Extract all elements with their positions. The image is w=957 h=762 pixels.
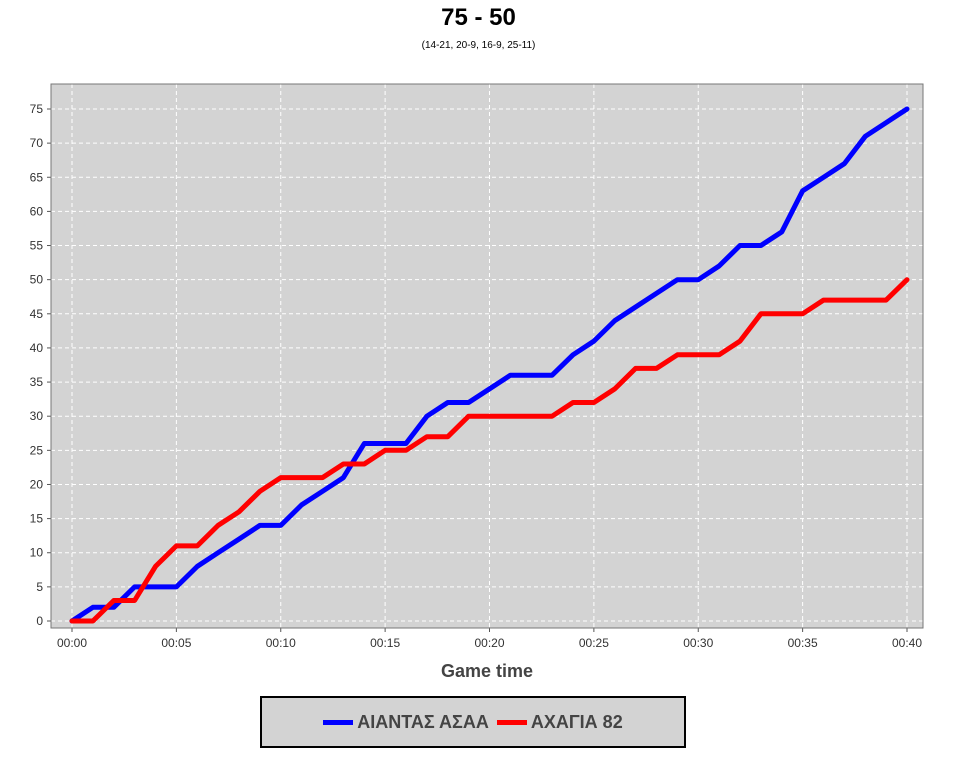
x-tick-label: 00:35	[788, 636, 818, 650]
y-tick-label: 65	[30, 170, 44, 184]
y-tick-label: 40	[30, 341, 44, 355]
chart-title: 75 - 50	[441, 4, 516, 31]
x-tick-label: 00:05	[161, 636, 191, 650]
x-tick-label: 00:30	[683, 636, 713, 650]
y-tick-label: 5	[36, 580, 43, 594]
x-tick-label: 00:20	[474, 636, 504, 650]
plot-area	[51, 84, 923, 628]
y-tick-label: 35	[30, 375, 44, 389]
x-axis-title: Game time	[441, 661, 533, 681]
y-tick-label: 45	[30, 307, 44, 321]
y-tick-label: 30	[30, 409, 44, 423]
legend-label-series-1: ΑΙΑΝΤΑΣ ΑΣΑΑ	[357, 711, 489, 732]
legend-label-series-2: ΑΧΑΓΙΑ 82	[530, 711, 623, 732]
legend-swatch-series-2	[496, 719, 527, 725]
series-line-1	[69, 106, 910, 624]
y-tick-label: 20	[30, 477, 44, 491]
legend-item-series-1: ΑΙΑΝΤΑΣ ΑΣΑΑ	[323, 712, 489, 733]
y-tick-label: 10	[30, 546, 44, 560]
chart-legend: ΑΙΑΝΤΑΣ ΑΣΑΑ ΑΧΑΓΙΑ 82	[260, 696, 686, 748]
y-tick-label: 55	[30, 239, 44, 253]
x-tick-label: 00:25	[579, 636, 609, 650]
y-tick-label: 25	[30, 443, 44, 457]
y-tick-label: 15	[30, 512, 44, 526]
y-tick-label: 50	[30, 273, 44, 287]
x-tick-label: 00:10	[266, 636, 296, 650]
y-tick-label: 60	[30, 204, 44, 218]
plot-frame	[50, 83, 924, 629]
y-tick-label: 75	[30, 102, 44, 116]
x-tick-label: 00:40	[892, 636, 922, 650]
chart-canvas: 0 5 10 15 20 25 30 35 40 45 50 55 60 65 70 75 00:00 00:05…	[30, 83, 924, 681]
y-tick-label: 70	[30, 136, 44, 150]
x-tick-label: 00:15	[370, 636, 400, 650]
legend-swatch-series-1	[323, 719, 354, 725]
series-line-2	[69, 277, 910, 624]
legend-item-series-2: ΑΧΑΓΙΑ 82	[496, 711, 623, 733]
x-tick-label: 00:00	[57, 636, 87, 650]
y-tick-label: 0	[36, 614, 43, 628]
chart-subtitle: (14-21, 20-9, 16-9, 25-11)	[421, 40, 536, 51]
